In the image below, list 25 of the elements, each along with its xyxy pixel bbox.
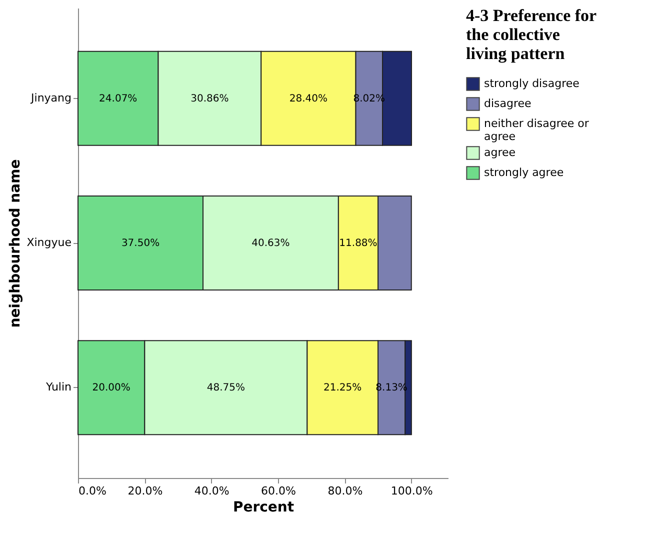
data-label: 48.75% (206, 382, 245, 394)
x-tick-label: 80.0% (328, 484, 363, 498)
x-tick-label: 60.0% (261, 484, 296, 498)
data-label: 21.25% (324, 382, 362, 394)
text: 4-3 Preference for the collective living pattern (466, 6, 598, 63)
y-tick-label: Xingyue (26, 236, 72, 249)
data-label: 28.40% (289, 93, 328, 104)
x-tick-label: 40.0% (194, 484, 230, 498)
data-label: 24.07% (99, 93, 138, 104)
x-tick-label: 0.0% (78, 484, 106, 498)
data-label: 30.86% (190, 93, 229, 104)
data-label: 37.50% (121, 238, 160, 249)
x-axis-title: Percent (232, 500, 294, 516)
data-label: 11.88% (339, 238, 378, 249)
legend-label: disagree (484, 97, 532, 110)
y-tick-label: Jinyang (30, 91, 72, 104)
x-tick-label: 100.0% (390, 484, 433, 498)
legend-label: strongly agree (484, 166, 564, 179)
data-label: 20.00% (92, 382, 130, 394)
data-label: 40.63% (252, 238, 290, 249)
y-tick-label: Yulin (44, 380, 72, 394)
y-axis-title: neighbourhood name (8, 159, 24, 328)
legend-label: agree (484, 146, 516, 159)
legend-label: strongly disagree (484, 77, 580, 90)
x-tick-label: 20.0% (128, 484, 163, 498)
